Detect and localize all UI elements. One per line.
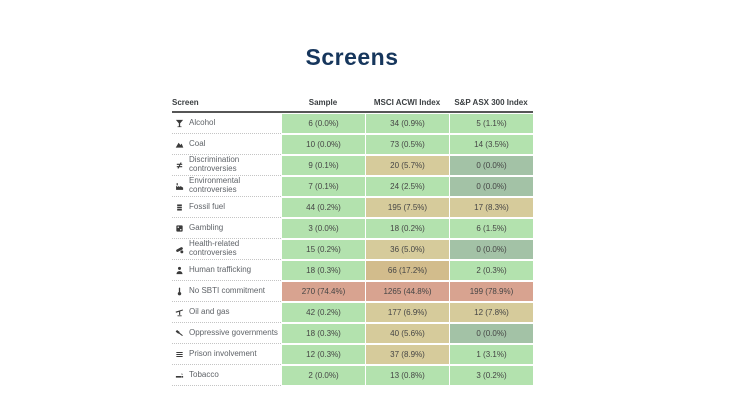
screen-label: Fossil fuel [189, 201, 226, 211]
prison-bars-icon [173, 350, 186, 359]
value-cell: 3 (0.2%) [450, 366, 533, 385]
screen-label: Alcohol [189, 117, 216, 127]
gavel-icon [173, 329, 186, 338]
value-cell: 7 (0.1%) [282, 177, 365, 196]
value-cell: 1 (3.1%) [450, 345, 533, 364]
pills-icon [173, 245, 186, 254]
value-cell: 36 (5.0%) [366, 240, 449, 259]
value-cell: 2 (0.3%) [450, 261, 533, 280]
table-row: Prison involvement 12 (0.3%) 37 (8.9%) 1… [172, 344, 533, 365]
value-cell: 15 (0.2%) [282, 240, 365, 259]
table-row: Fossil fuel 44 (0.2%) 195 (7.5%) 17 (8.3… [172, 197, 533, 218]
value-cell: 73 (0.5%) [366, 135, 449, 154]
column-header-msci-acwi: MSCI ACWI Index [373, 98, 441, 107]
value-cell: 0 (0.0%) [450, 240, 533, 259]
screen-label: Health-related controversies [189, 239, 240, 257]
screen-label: Tobacco [189, 369, 219, 379]
value-cell: 6 (1.5%) [450, 219, 533, 238]
person-icon [173, 266, 186, 275]
thermometer-icon [173, 287, 186, 296]
value-cell: 10 (0.0%) [282, 135, 365, 154]
value-cell: 34 (0.9%) [366, 114, 449, 133]
value-cell: 42 (0.2%) [282, 303, 365, 322]
value-cell: 199 (78.9%) [450, 282, 533, 301]
column-header-screen: Screen [172, 98, 199, 107]
value-cell: 37 (8.9%) [366, 345, 449, 364]
screen-label: Coal [189, 138, 206, 148]
value-cell: 24 (2.5%) [366, 177, 449, 196]
value-cell: 2 (0.0%) [282, 366, 365, 385]
value-cell: 14 (3.5%) [450, 135, 533, 154]
value-cell: 66 (17.2%) [366, 261, 449, 280]
value-cell: 44 (0.2%) [282, 198, 365, 217]
screen-label: Gambling [189, 222, 224, 232]
screen-label: Oil and gas [189, 306, 230, 316]
value-cell: 12 (7.8%) [450, 303, 533, 322]
value-cell: 270 (74.4%) [282, 282, 365, 301]
factory-icon [173, 182, 186, 191]
screen-label: Human trafficking [189, 264, 252, 274]
value-cell: 177 (6.9%) [366, 303, 449, 322]
value-cell: 195 (7.5%) [366, 198, 449, 217]
screen-label: No SBTI commitment [189, 285, 266, 295]
table-row: Oil and gas 42 (0.2%) 177 (6.9%) 12 (7.8… [172, 302, 533, 323]
value-cell: 0 (0.0%) [450, 156, 533, 175]
value-cell: 5 (1.1%) [450, 114, 533, 133]
value-cell: 40 (5.6%) [366, 324, 449, 343]
column-header-sample: Sample [308, 98, 338, 107]
value-cell: 20 (5.7%) [366, 156, 449, 175]
screen-label: Discrimination controversies [189, 155, 240, 173]
value-cell: 1265 (44.8%) [366, 282, 449, 301]
table-row: Human trafficking 18 (0.3%) 66 (17.2%) 2… [172, 260, 533, 281]
oil-barrel-icon [173, 203, 186, 212]
cocktail-glass-icon [173, 119, 186, 128]
value-cell: 9 (0.1%) [282, 156, 365, 175]
table-row: Health-related controversies 15 (0.2%) 3… [172, 239, 533, 260]
page-title: Screens [305, 44, 399, 70]
value-cell: 13 (0.8%) [366, 366, 449, 385]
value-cell: 18 (0.3%) [282, 261, 365, 280]
value-cell: 0 (0.0%) [450, 177, 533, 196]
dice-icon [173, 224, 186, 233]
value-cell: 18 (0.2%) [366, 219, 449, 238]
screen-label: Environmental controversies [189, 176, 241, 194]
unequal-sign-icon [173, 161, 186, 170]
value-cell: 0 (0.0%) [450, 324, 533, 343]
value-cell: 6 (0.0%) [282, 114, 365, 133]
screens-table: Screen Sample MSCI ACWI Index S&P ASX 30… [172, 95, 533, 386]
table-row: Discrimination controversies 9 (0.1%) 20… [172, 155, 533, 176]
value-cell: 17 (8.3%) [450, 198, 533, 217]
value-cell: 3 (0.0%) [282, 219, 365, 238]
value-cell: 18 (0.3%) [282, 324, 365, 343]
table-row: Coal 10 (0.0%) 73 (0.5%) 14 (3.5%) [172, 134, 533, 155]
cigarette-icon [173, 371, 186, 380]
table-row: No SBTI commitment 270 (74.4%) 1265 (44.… [172, 281, 533, 302]
screen-label: Prison involvement [189, 348, 257, 358]
table-row: Environmental controversies 7 (0.1%) 24 … [172, 176, 533, 197]
table-row: Gambling 3 (0.0%) 18 (0.2%) 6 (1.5%) [172, 218, 533, 239]
table-row: Oppressive governments 18 (0.3%) 40 (5.6… [172, 323, 533, 344]
table-header: Screen Sample MSCI ACWI Index S&P ASX 30… [172, 95, 533, 113]
oil-pump-icon [173, 308, 186, 317]
table-row: Alcohol 6 (0.0%) 34 (0.9%) 5 (1.1%) [172, 113, 533, 134]
coal-pile-icon [173, 140, 186, 149]
value-cell: 12 (0.3%) [282, 345, 365, 364]
screen-label: Oppressive governments [189, 327, 278, 337]
column-header-sp-asx-300: S&P ASX 300 Index [454, 98, 528, 107]
table-row: Tobacco 2 (0.0%) 13 (0.8%) 3 (0.2%) [172, 365, 533, 386]
